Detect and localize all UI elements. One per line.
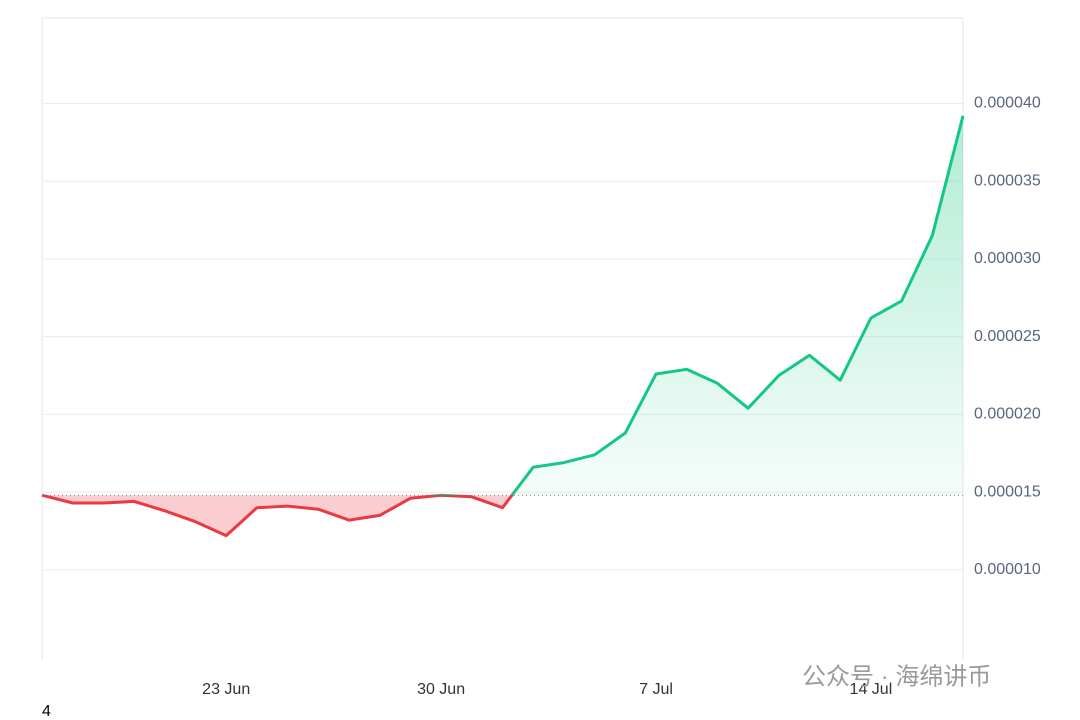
- x-tick-label: 30 Jun: [417, 681, 465, 698]
- y-tick-label: 0.000040: [974, 95, 1041, 112]
- y-tick-label: 0.000030: [974, 250, 1041, 267]
- y-tick-label: 0.000025: [974, 328, 1041, 345]
- area-down: [42, 495, 512, 536]
- watermark: 公众号 · 海绵讲币: [802, 663, 991, 690]
- area-up: [42, 115, 963, 496]
- footnote: 4: [42, 703, 51, 720]
- price-line: [41, 115, 965, 538]
- y-tick-label: 0.000020: [974, 406, 1041, 423]
- x-tick-label: 23 Jun: [202, 681, 250, 698]
- x-tick-label: 7 Jul: [639, 681, 673, 698]
- x-tick-label: 14 Jul: [850, 681, 893, 698]
- y-tick-label: 0.000010: [974, 561, 1041, 578]
- y-tick-label: 0.000015: [974, 483, 1041, 500]
- y-tick-label: 0.000035: [974, 172, 1041, 189]
